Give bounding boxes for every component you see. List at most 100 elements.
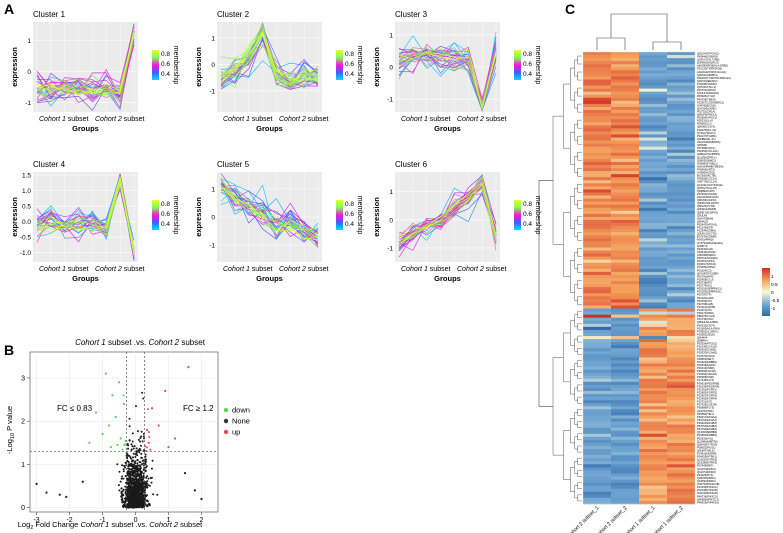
heatmap-cell: [611, 238, 639, 242]
membership-line: [220, 32, 319, 82]
heatmap-cell: [667, 134, 695, 138]
membership-line: [36, 31, 135, 95]
heatmap-cell: [611, 348, 639, 352]
heatmap-cell: [667, 320, 695, 325]
heatmap-cell: [611, 311, 639, 315]
volcano-point: [121, 493, 124, 496]
membership-tick-label: 0.6: [345, 61, 354, 68]
heatmap-cell: [667, 265, 695, 270]
heatmap-cell: [611, 299, 639, 303]
heatmap-cell: [611, 58, 639, 62]
row-label: O75792(RNASEH2A): [697, 241, 723, 245]
heatmap-cell: [667, 106, 695, 111]
heatmap-cell: [667, 439, 695, 444]
heatmap-cell: [639, 332, 667, 337]
heatmap-cell: [583, 82, 611, 86]
heatmap-cell: [611, 372, 639, 377]
volcano-point: [126, 493, 129, 496]
heatmap-cell: [611, 317, 639, 322]
row-label: P29279(RIL-10): [697, 128, 716, 132]
heatmap-cell: [611, 467, 639, 471]
volcano-point: [124, 492, 127, 495]
heatmap-cell: [611, 232, 639, 236]
heatmap-cell: [667, 192, 695, 196]
heatmap-cell: [639, 400, 667, 404]
dendro-branch: [570, 320, 575, 346]
heatmap-cell: [611, 351, 639, 355]
row-label: P00738(HP): [697, 281, 712, 285]
heatmap-cell: [583, 299, 611, 303]
row-label: O00750(PIK3C2B): [697, 482, 720, 486]
row-label: P15692(VEGFA): [697, 372, 717, 376]
x-tick-label: Cohort 2 subset: [457, 116, 506, 123]
y-tick-label: -1.0: [20, 250, 32, 257]
legend-label-down: down: [232, 406, 250, 415]
volcano-point: [118, 489, 121, 492]
volcano-frame: [29, 351, 219, 513]
heatmap-cell: [611, 131, 639, 135]
heatmap-cell: [667, 174, 695, 178]
volcano-point: [149, 448, 152, 451]
heatmap-cell: [611, 268, 639, 273]
volcano-point: [124, 485, 127, 488]
dendro-branch: [574, 59, 578, 77]
heatmap-cell: [667, 497, 695, 502]
volcano-point: [128, 475, 130, 478]
dendro-branch: [577, 55, 580, 65]
heatmap-cell: [611, 326, 639, 331]
row-label: P35590(TIE1): [697, 412, 714, 416]
dendro-branch: [577, 248, 580, 257]
heatmap-cell: [583, 378, 611, 383]
heatmap-cell: [611, 223, 639, 227]
volcano-point: [129, 484, 132, 487]
row-label: Q8NEB9(PIK3C3): [697, 497, 719, 501]
y-tick-label: 0.0: [22, 219, 31, 226]
heatmap-cell: [667, 155, 695, 160]
row-label: P35354(PTGS2): [697, 342, 717, 346]
heatmap-cell: [667, 274, 695, 279]
heatmap-cell: [611, 195, 639, 199]
heatmap-cell: [583, 381, 611, 386]
volcano-point: [139, 440, 142, 443]
heatmap-cell: [611, 149, 639, 154]
row-label: Q02817(MUC2): [697, 262, 716, 266]
volcano-point: [142, 397, 145, 400]
heatmap-cell: [611, 278, 639, 282]
volcano-point: [132, 447, 135, 450]
membership-colorbar: [514, 50, 521, 80]
heatmap-border: [582, 51, 696, 505]
x-axis-label: Groups: [72, 124, 99, 133]
heatmap-cell: [667, 311, 695, 315]
row-label: P16234(PDGFRA): [697, 384, 719, 388]
heatmap-cell: [611, 168, 639, 172]
membership-tick-label: 0.4: [523, 71, 532, 78]
heatmap-cell: [611, 488, 639, 493]
heatmap-cell: [583, 119, 611, 123]
legend-marker-down: [223, 407, 229, 413]
heatmap-cell: [639, 421, 667, 425]
heatmap-cell: [611, 271, 639, 276]
heatmap-cell: [583, 455, 611, 459]
heatmap-cell: [583, 137, 611, 141]
membership-line: [220, 43, 319, 90]
heatmap-cell: [583, 61, 611, 65]
heatmap-cell: [611, 479, 639, 483]
heatmap-cell: [583, 439, 611, 444]
volcano-point: [136, 465, 139, 468]
heatmap-cell: [667, 61, 695, 65]
heatmap-cell: [667, 357, 695, 361]
y-tick-label: 0: [27, 69, 31, 76]
heatmap-cell: [667, 391, 695, 395]
volcano-point: [132, 459, 135, 462]
heatmap-row-labels: Q9GJ43(TPGAS1)P45844(S39A39)Q6ZVX7(GLT1R…: [697, 51, 731, 504]
heatmap-cell: [667, 354, 695, 358]
heatmap-cell: [639, 348, 667, 352]
heatmap-cell: [583, 106, 611, 111]
volcano-point: [136, 462, 139, 465]
heatmap-cell: [583, 406, 611, 410]
dendro-branch: [577, 184, 580, 193]
heatmap-cell: [611, 406, 639, 410]
heatmap-cell: [639, 165, 667, 169]
heatmap-cell: [667, 412, 695, 416]
heatmap-cell: [583, 308, 611, 312]
